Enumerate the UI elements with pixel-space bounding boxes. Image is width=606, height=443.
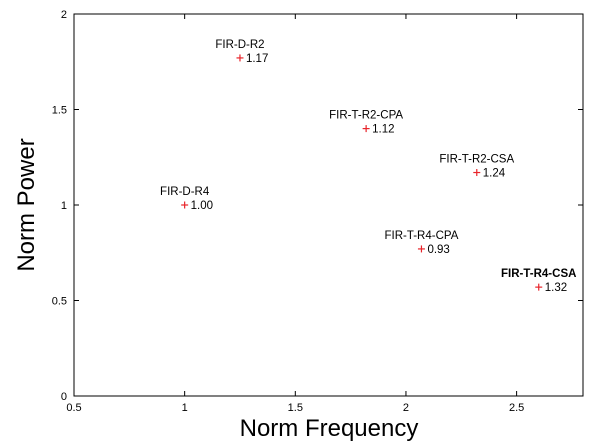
data-points: 1.17 FIR-D-R2 1.12 FIR-T-R2-CPA 1.24 FIR-T-R2… (160, 39, 576, 294)
point-name-label: FIR-D-R4 (160, 186, 210, 198)
data-point: 0.93 FIR-T-R4-CPA (384, 230, 458, 256)
point-name-label: FIR-D-R2 (215, 39, 264, 51)
point-value-label: 1.24 (483, 168, 506, 180)
x-tick-label: 1 (182, 402, 188, 414)
y-tick-label: 2 (61, 9, 67, 21)
point-name-label: FIR-T-R2-CSA (439, 154, 514, 166)
data-point: 1.32 FIR-T-R4-CSA (501, 268, 576, 294)
y-tick-label: 1 (61, 200, 67, 212)
data-point: 1.00 FIR-D-R4 (160, 186, 213, 212)
y-tick-label: 0 (61, 391, 67, 403)
point-value-label: 1.00 (191, 200, 213, 212)
point-name-label: FIR-T-R4-CPA (384, 230, 458, 242)
data-point: 1.12 FIR-T-R2-CPA (329, 110, 403, 136)
point-name-label: FIR-T-R2-CPA (329, 110, 403, 122)
point-value-label: 0.93 (427, 244, 449, 256)
point-name-label: FIR-T-R4-CSA (501, 268, 576, 280)
x-axis: 0.5 1 1.5 2 2.5 (66, 14, 524, 414)
point-value-label: 1.17 (246, 53, 268, 65)
data-point: 1.17 FIR-D-R2 (215, 39, 268, 65)
plot-frame (73, 13, 584, 397)
x-tick-label: 1.5 (288, 402, 303, 414)
data-point: 1.24 FIR-T-R2-CSA (439, 154, 514, 180)
y-tick-label: 1.5 (52, 105, 67, 117)
point-value-label: 1.12 (372, 124, 394, 136)
x-tick-label: 0.5 (66, 402, 81, 414)
y-tick-label: 0.5 (52, 296, 67, 308)
point-value-label: 1.32 (545, 282, 567, 294)
y-axis-title: Norm Power (13, 138, 40, 271)
x-axis-title: Norm Frequency (240, 415, 419, 442)
y-axis: 0 0.5 1 1.5 2 (52, 9, 583, 403)
x-tick-label: 2.5 (509, 402, 524, 414)
x-tick-label: 2 (403, 402, 409, 414)
